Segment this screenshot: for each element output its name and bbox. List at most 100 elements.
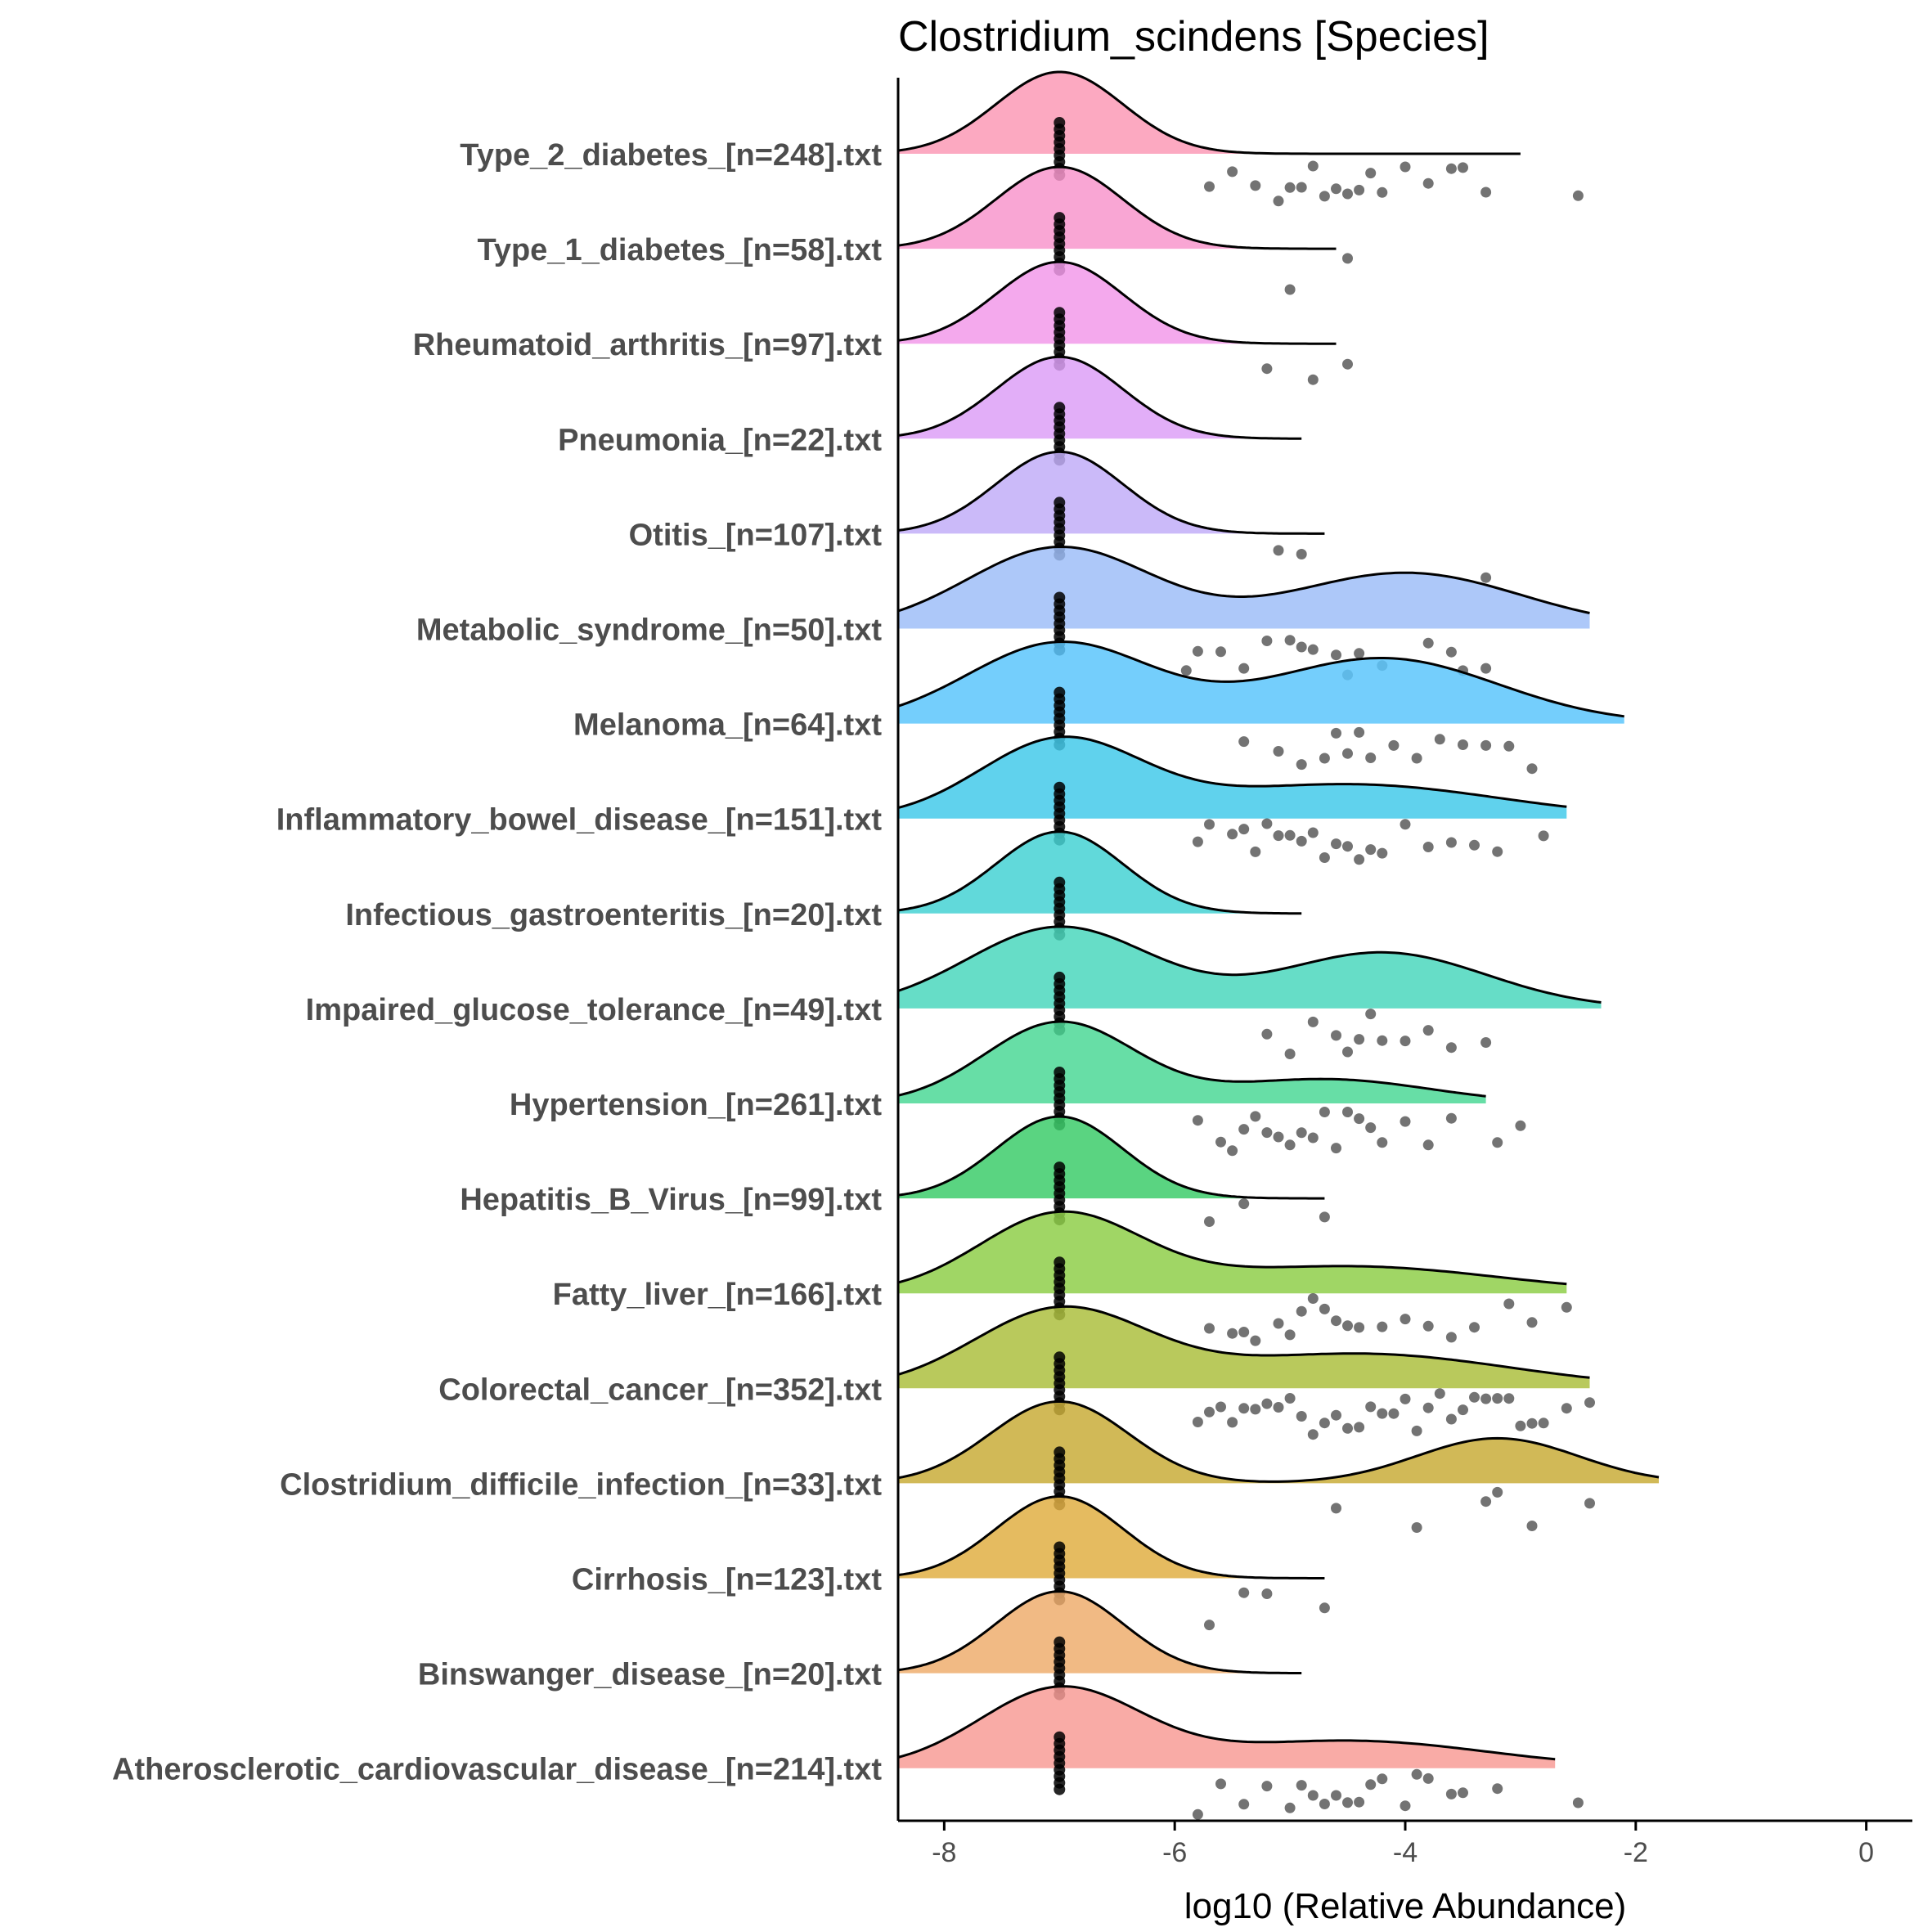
ridge-outline: [897, 1210, 1567, 1286]
data-point: [1400, 819, 1411, 830]
data-point: [1584, 1397, 1595, 1409]
data-point: [1273, 830, 1284, 842]
data-point: [1238, 1327, 1250, 1337]
data-point: [1331, 1409, 1341, 1421]
data-point: [1307, 827, 1319, 838]
data-point: [1480, 739, 1492, 751]
ridge-outline: [897, 1495, 1325, 1579]
ridges-layer: [897, 70, 1660, 1820]
data-point: [1296, 1780, 1307, 1791]
data-point: [1192, 1417, 1203, 1427]
data-point: [1307, 1016, 1319, 1027]
data-point: [1204, 1406, 1215, 1418]
data-point: [1526, 1418, 1538, 1429]
ridge-area: [898, 167, 1337, 249]
data-point: [1354, 648, 1365, 659]
ridge-outline: [897, 1305, 1590, 1379]
data-point: [1307, 1293, 1319, 1304]
data-point: [1204, 819, 1215, 830]
data-point: [1284, 284, 1296, 295]
data-point: [1215, 1136, 1226, 1148]
data-point: [1192, 836, 1203, 847]
data-point: [1342, 188, 1353, 200]
data-point: [1238, 1799, 1250, 1810]
data-point: [1422, 637, 1434, 649]
data-point: [1434, 734, 1445, 745]
data-point: [1192, 1115, 1203, 1126]
data-point: [1250, 1404, 1261, 1415]
data-point: [1296, 182, 1307, 193]
ridge-area: [898, 1022, 1486, 1103]
data-point: [1319, 191, 1330, 202]
data-point: [1445, 1042, 1457, 1054]
data-point: [1227, 1145, 1238, 1157]
category-label: Hypertension_[n=261].txt: [510, 1088, 882, 1122]
data-point: [1365, 1401, 1377, 1413]
data-point: [1354, 1113, 1365, 1125]
data-point: [1480, 1393, 1492, 1404]
chart-title: Clostridium_scindens [Species]: [898, 13, 1489, 61]
data-point: [1273, 746, 1284, 757]
x-tick-label: -4: [1393, 1837, 1418, 1868]
data-point: [1261, 1588, 1273, 1599]
data-point: [1354, 1796, 1365, 1808]
data-point: [1445, 1788, 1457, 1799]
data-point: [1331, 838, 1341, 850]
ridge-area: [898, 72, 1521, 154]
data-point: [1480, 186, 1492, 198]
data-point: [1227, 166, 1238, 177]
data-point: [1377, 1408, 1388, 1419]
data-point: [1319, 1303, 1330, 1314]
ridge-group: [897, 165, 1353, 295]
data-point: [1377, 847, 1388, 859]
data-point: [1273, 195, 1284, 207]
ridge-outline: [897, 545, 1590, 614]
data-point: [1400, 161, 1411, 173]
data-point: [1422, 177, 1434, 189]
data-point: [1515, 1420, 1526, 1431]
data-point: [1342, 1107, 1353, 1117]
data-point: [1331, 1503, 1341, 1514]
data-point: [1331, 649, 1341, 661]
data-point: [1377, 186, 1388, 198]
category-label: Inflammatory_bowel_disease_[n=151].txt: [276, 803, 883, 838]
data-point: [1342, 1320, 1353, 1332]
data-point: [1250, 846, 1261, 857]
ridge-outline: [897, 925, 1602, 1004]
data-point: [1354, 1034, 1365, 1045]
data-point: [1250, 180, 1261, 191]
ridge-group: [897, 70, 1584, 207]
data-point: [1445, 1332, 1457, 1343]
data-point: [1307, 160, 1319, 172]
x-axis-title: log10 (Relative Abundance): [1184, 1886, 1627, 1926]
data-point: [1319, 852, 1330, 863]
data-point: [1238, 824, 1250, 835]
data-point: [1445, 1112, 1457, 1124]
data-point: [1388, 1408, 1400, 1419]
ridge-outline: [897, 260, 1337, 345]
data-point: [1192, 645, 1203, 657]
data-point: [1515, 1120, 1526, 1131]
data-point: [1307, 1429, 1319, 1440]
ridge-group: [897, 1020, 1526, 1157]
data-point: [1400, 1800, 1411, 1812]
data-point: [1307, 644, 1319, 655]
data-point: [1365, 1779, 1377, 1790]
zero-point: [1054, 1783, 1066, 1795]
ridge-outline: [897, 1590, 1302, 1674]
data-point: [1365, 168, 1377, 179]
data-point: [1284, 1802, 1296, 1813]
category-label: Melanoma_[n=64].txt: [573, 708, 882, 743]
data-point: [1492, 846, 1503, 857]
data-point: [1354, 854, 1365, 865]
ridge-group: [897, 1210, 1572, 1346]
data-point: [1492, 1486, 1503, 1498]
data-point: [1354, 1422, 1365, 1433]
ridge-outline: [897, 640, 1624, 718]
data-point: [1365, 1122, 1377, 1134]
x-tick-label: 0: [1858, 1837, 1874, 1868]
data-point: [1296, 759, 1307, 771]
data-point: [1503, 1393, 1515, 1404]
data-point: [1284, 1139, 1296, 1151]
ridge-group: [897, 1305, 1595, 1440]
